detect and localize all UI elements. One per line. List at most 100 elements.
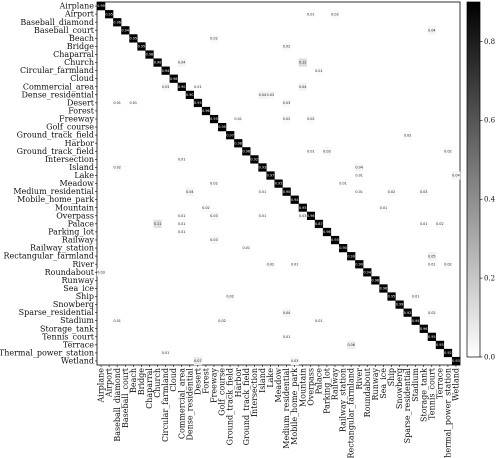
diagonal-value-label: 0.98 — [146, 53, 154, 57]
off-diagonal-value-label: 0.03 — [97, 270, 105, 274]
diagonal-cell — [121, 26, 130, 35]
column-label: Railway_station — [339, 368, 348, 432]
diagonal-value-label: 0.96 — [242, 149, 250, 153]
off-diagonal-value-label: 0.01 — [259, 214, 267, 218]
row-label: Dense_residential — [22, 90, 95, 99]
row-label: Baseball_court — [34, 26, 95, 35]
row-label: Palace — [68, 219, 95, 228]
column-label: Forest — [202, 367, 211, 394]
off-diagonal-cell — [339, 179, 348, 188]
off-diagonal-cell — [129, 98, 138, 108]
off-diagonal-cell — [355, 163, 364, 172]
column-label: Rectangular_farmland — [347, 368, 356, 458]
row-label: Harbor — [65, 139, 95, 148]
diagonal-cell — [451, 356, 461, 366]
off-diagonal-value-label: 0.02 — [113, 166, 121, 170]
column-label: Tennis_court — [427, 367, 436, 420]
column-label: Ground_track_field — [226, 368, 235, 445]
column-label: Intersection — [250, 368, 259, 417]
column-label: Sparse_residential — [403, 368, 412, 444]
column-label: Circular_farmland — [161, 368, 170, 442]
off-diagonal-value-label: 0.03 — [210, 238, 218, 242]
column-label: Lake — [266, 368, 275, 388]
off-diagonal-value-label: 0.03 — [283, 101, 291, 105]
off-diagonal-value-label: 0.01 — [412, 295, 420, 299]
row-label: Medium_residential — [13, 187, 94, 196]
diagonal-cell — [435, 340, 445, 350]
diagonal-cell — [113, 18, 122, 27]
diagonal-cell — [363, 268, 372, 277]
off-diagonal-value-label: 0.01 — [242, 246, 250, 250]
diagonal-value-label: 0.94 — [291, 198, 299, 202]
diagonal-cell — [242, 147, 251, 156]
off-diagonal-value-label: 0.01 — [178, 222, 186, 226]
off-diagonal-cell — [403, 131, 412, 140]
off-diagonal-cell — [209, 179, 219, 188]
column-label: Harbor — [234, 368, 243, 398]
row-label: Rectangular_farmland — [3, 252, 94, 261]
diagonal-cell — [330, 235, 340, 245]
column-label: Thermal_power_station — [444, 368, 453, 458]
off-diagonal-cell — [282, 114, 291, 124]
diagonal-cell — [371, 276, 380, 285]
diagonal-cell — [314, 219, 324, 229]
off-diagonal-cell — [298, 58, 307, 67]
off-diagonal-cell — [306, 114, 315, 124]
diagonal-cell — [97, 2, 106, 11]
off-diagonal-value-label: 0.01 — [315, 69, 323, 73]
off-diagonal-value-label: 0.01 — [428, 262, 436, 266]
off-diagonal-cell — [161, 82, 170, 91]
column-label: Golf_course — [218, 368, 227, 416]
row-label: Railway — [62, 236, 95, 245]
off-diagonal-value-label: 0.11 — [154, 222, 162, 226]
row-label: Mobile_home_park — [17, 195, 94, 204]
row-label: Ground_track_field — [17, 147, 94, 156]
diagonal-cell — [282, 187, 291, 196]
row-label: Desert — [67, 98, 95, 107]
off-diagonal-value-label: 0.02 — [331, 12, 339, 16]
diagonal-cell — [379, 284, 388, 293]
column-label: Ground_track_field — [242, 368, 251, 445]
off-diagonal-value-label: 0.02 — [218, 319, 226, 323]
column-label: Meadow — [274, 368, 283, 403]
off-diagonal-cell — [209, 34, 219, 43]
row-label: Sparse_residential — [19, 308, 95, 317]
off-diagonal-cell — [306, 10, 315, 19]
colorbar-gradient — [466, 1, 481, 358]
off-diagonal-cell — [113, 316, 122, 325]
off-diagonal-value-label: 0.03 — [267, 93, 275, 97]
colorbar-tick-label: 0.0 — [484, 353, 495, 361]
diagonal-value-label: 0.87 — [315, 222, 323, 226]
off-diagonal-cell — [387, 187, 396, 196]
row-label: Snowberg — [53, 300, 94, 309]
diagonal-value-label: 0.95 — [428, 335, 436, 339]
off-diagonal-value-label: 0.01 — [194, 85, 202, 89]
off-diagonal-value-label: 0.03 — [291, 359, 299, 363]
off-diagonal-value-label: 0.01 — [315, 319, 323, 323]
off-diagonal-cell — [153, 219, 162, 229]
off-diagonal-cell — [113, 98, 122, 108]
diagonal-cell — [419, 324, 428, 333]
diagonal-value-label: 0.98 — [372, 279, 380, 283]
off-diagonal-cell — [201, 203, 211, 212]
off-diagonal-value-label: 0.01 — [380, 206, 388, 210]
off-diagonal-value-label: 0.01 — [420, 222, 428, 226]
row-label: Runway — [62, 276, 95, 285]
off-diagonal-cell — [177, 155, 186, 164]
off-diagonal-value-label: 0.04 — [283, 311, 291, 315]
off-diagonal-value-label: 0.01 — [162, 351, 170, 355]
row-label: Commercial_area — [23, 82, 94, 91]
row-label: Beach — [69, 34, 94, 43]
diagonal-value-label: 0.95 — [299, 206, 307, 210]
off-diagonal-value-label: 0.01 — [355, 190, 363, 194]
off-diagonal-value-label: 0.04 — [299, 85, 307, 89]
row-label: Meadow — [60, 179, 95, 188]
diagonal-value-label: 0.94 — [162, 69, 170, 73]
diagonal-value-label: 0.90 — [355, 262, 363, 266]
off-diagonal-cell — [443, 260, 453, 269]
off-diagonal-value-label: 0.01 — [113, 101, 121, 105]
row-label: Church — [64, 58, 94, 67]
off-diagonal-cell — [282, 308, 291, 317]
off-diagonal-cell — [266, 260, 275, 269]
column-label: Church — [153, 368, 162, 398]
